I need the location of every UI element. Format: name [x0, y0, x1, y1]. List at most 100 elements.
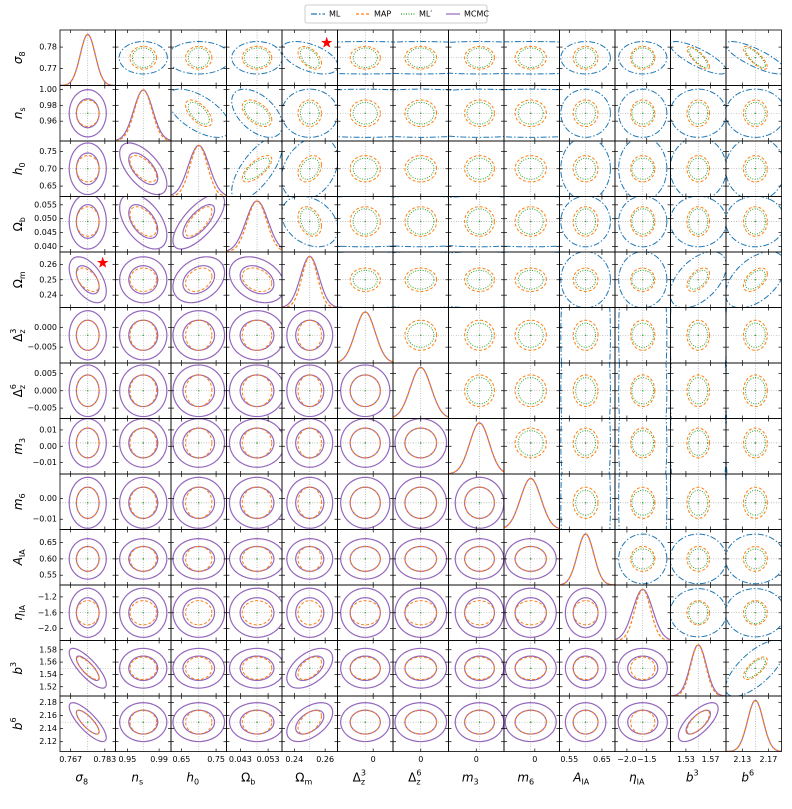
y-tick-label: 2.12: [39, 737, 57, 746]
panel: [448, 696, 504, 752]
contour: [464, 656, 495, 681]
marginal-curve: [60, 33, 116, 86]
param-symbol: Δ: [353, 770, 362, 784]
panel: [559, 640, 615, 696]
panel: [337, 85, 393, 141]
param-sub: IA: [18, 605, 27, 613]
contour: [349, 600, 381, 626]
param-sub: 6: [18, 493, 27, 498]
contour: [349, 486, 381, 519]
center-point: [142, 334, 145, 337]
x-tick-label: 0.55: [560, 755, 578, 764]
contour: [228, 702, 282, 743]
panel: [615, 585, 671, 641]
x-tick-label: 0: [532, 755, 537, 764]
contour: [726, 196, 782, 248]
center-point: [256, 278, 258, 281]
contour: [241, 545, 273, 572]
center-point: [478, 611, 481, 614]
contour: [627, 655, 659, 682]
contour: [618, 363, 668, 419]
contour: [68, 538, 107, 580]
contour: [404, 597, 438, 629]
contour: [454, 538, 504, 580]
x-axis-label: b6: [741, 768, 754, 784]
panel: [393, 585, 449, 641]
panel-frame: [448, 196, 505, 253]
y-tick-label: 0.60: [39, 554, 57, 563]
center-point: [697, 56, 700, 59]
param-sub: 3: [474, 777, 479, 786]
contour: [464, 206, 495, 237]
panel: [171, 363, 227, 419]
marginal-curve: [448, 422, 504, 474]
contour: [617, 647, 668, 689]
contour: [464, 545, 495, 572]
x-tick-label: 2.13: [733, 755, 751, 764]
legend-label: MCMC: [464, 10, 489, 19]
center-point: [308, 56, 311, 59]
contour: [239, 427, 275, 459]
center-point: [641, 167, 644, 170]
marginal-curve: [726, 699, 782, 752]
x-tick-label: 1.53: [677, 755, 695, 764]
panel: [115, 640, 171, 696]
y-tick-label: 0.26: [39, 260, 57, 269]
contour: [404, 709, 438, 735]
param-sub: IA: [18, 549, 27, 557]
contour: [297, 486, 322, 519]
center-point: [584, 167, 587, 170]
y-tick-label: 0.045: [34, 228, 57, 237]
contour: [514, 709, 547, 735]
contour: [630, 545, 656, 572]
center-point: [419, 611, 422, 614]
center-point: [142, 220, 145, 223]
panel: [448, 85, 504, 141]
contour: [75, 709, 100, 735]
contour: [464, 319, 495, 351]
contour: [742, 545, 768, 572]
panel: [171, 85, 227, 141]
panel: [615, 640, 671, 696]
center-point: [142, 558, 145, 560]
contour: [128, 152, 159, 186]
panel: [504, 252, 560, 308]
contour: [504, 647, 557, 689]
panel: [559, 196, 615, 252]
center-point: [754, 667, 757, 670]
contour: [514, 155, 547, 183]
panel: [393, 196, 449, 252]
panel: [171, 529, 227, 585]
contour: [575, 377, 597, 405]
panel: [393, 252, 449, 308]
x-axis-label: AIA: [572, 770, 590, 786]
contour: [688, 157, 709, 180]
center-point: [308, 334, 311, 337]
center-point: [364, 56, 367, 59]
contour: [119, 196, 168, 250]
contour: [75, 374, 100, 408]
center-point: [197, 721, 200, 723]
contour: [243, 47, 271, 68]
contour: [726, 640, 782, 696]
contour: [129, 45, 158, 70]
panel: [670, 529, 726, 585]
center-point: [86, 389, 89, 392]
center-point: [754, 611, 757, 614]
contour: [517, 430, 544, 456]
center-point: [697, 442, 700, 444]
contour: [726, 533, 782, 585]
contour: [172, 476, 226, 529]
contour: [185, 427, 213, 459]
panel: [60, 30, 116, 86]
contour: [454, 702, 504, 743]
contour: [631, 548, 655, 570]
param-sup: 6: [9, 717, 18, 722]
y-axis-label: Δ3z: [9, 329, 27, 342]
panel: [559, 585, 615, 641]
contour: [560, 307, 611, 363]
center-point: [197, 56, 200, 59]
contour: [572, 709, 599, 735]
panel-frame: [559, 695, 616, 752]
contour: [407, 322, 435, 348]
